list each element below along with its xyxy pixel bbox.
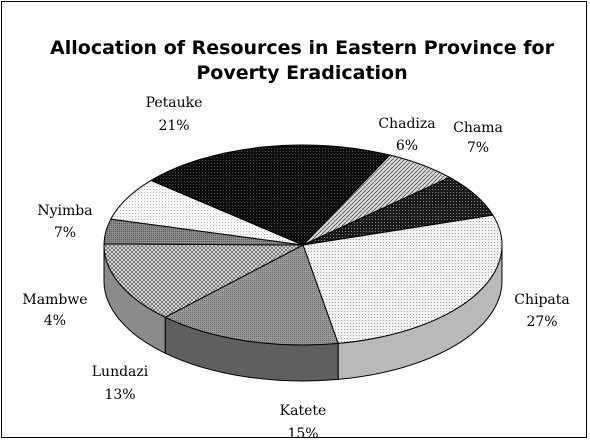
label-chama-name: Chama [453, 120, 503, 136]
chart-title-line-2: Poverty Eradication [196, 62, 407, 84]
label-lundazi-name: Lundazi [92, 364, 149, 380]
label-katete-name: Katete [280, 403, 327, 419]
label-petauke-name: Petauke [146, 95, 203, 111]
label-chipata-percent: 27% [526, 314, 557, 330]
label-chadiza-percent: 6% [396, 138, 418, 154]
label-lundazi-percent: 13% [104, 387, 135, 403]
label-nyimba-name: Nyimba [37, 203, 92, 219]
label-chama-percent: 7% [467, 140, 489, 156]
pie-top [103, 144, 503, 346]
pie-slice-katete [164, 244, 339, 346]
label-petauke-percent: 21% [158, 118, 189, 134]
label-chipata-name: Chipata [514, 292, 570, 308]
label-mambwe-name: Mambwe [22, 292, 87, 308]
label-katete-percent: 15% [287, 426, 318, 441]
label-mambwe-percent: 4% [44, 313, 66, 329]
chart-title-line-1: Allocation of Resources in Eastern Provi… [50, 37, 555, 59]
pie-slice-petauke [149, 144, 391, 246]
pie-slice-lundazi [103, 243, 304, 318]
label-chadiza-name: Chadiza [378, 116, 435, 132]
pie-slice-chipata [302, 214, 503, 344]
label-nyimba-percent: 7% [54, 225, 76, 241]
